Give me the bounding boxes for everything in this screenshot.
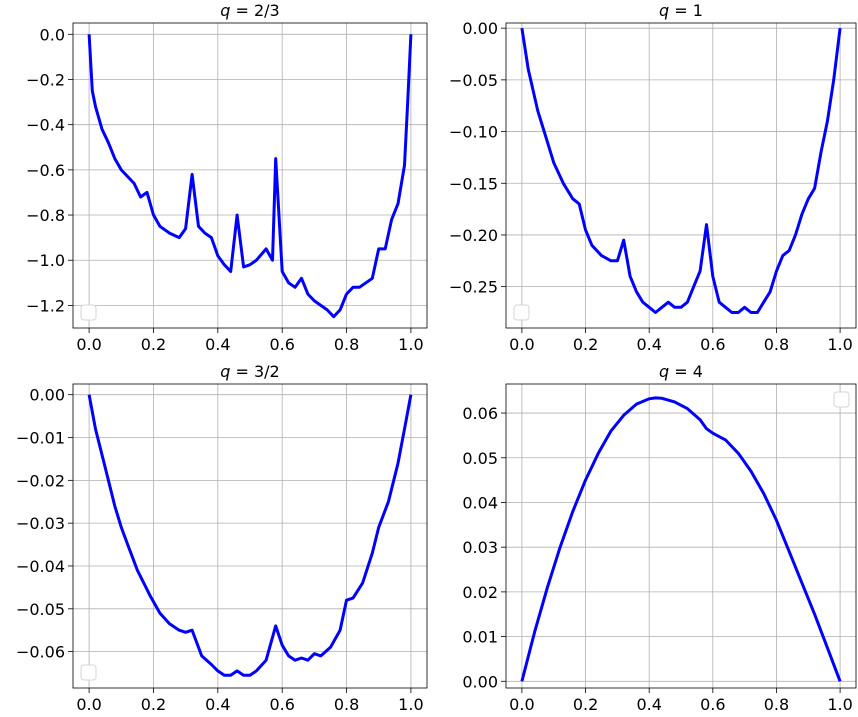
subplot-3: 0.0 0.2 0.4 0.6 0.8 1.0 0.00 −0.01 −0.02 −0.03 −0.… [16,362,428,714]
x-tick-label: 0.4 [636,335,661,354]
x-tick-label: 0.6 [269,695,294,714]
y-tick-label: −0.25 [449,278,498,297]
x-tick-label: 1.0 [827,695,852,714]
y-tick-label: 0.02 [462,583,498,602]
x-tick-label: 0.4 [205,335,230,354]
y-tick-label: 0.06 [462,404,498,423]
x-tick-label: 0.2 [141,695,166,714]
y-tick-label: −0.04 [16,557,65,576]
x-tick-label: 0.8 [764,335,789,354]
x-tick-label: 0.0 [509,335,534,354]
legend-box [80,304,97,321]
axes-frame [505,383,857,689]
y-tick-label: −0.4 [26,116,65,135]
y-tick-label: −0.10 [449,123,498,142]
y-tick-label: 0.04 [462,493,498,512]
x-tick-label: 1.0 [398,335,423,354]
x-tick-label: 1.0 [398,695,423,714]
axes-frame [72,22,428,329]
series-line [87,394,413,677]
legend-box [513,304,530,321]
y-tick-label: 0.00 [462,19,498,38]
y-tick-label: −0.2 [26,70,65,89]
y-tick-label: 0.00 [462,672,498,691]
y-tick-label: −0.8 [26,206,65,225]
y-tick-label: 0.00 [29,386,65,405]
x-tick-label: 0.2 [573,695,598,714]
x-tick-label: 0.8 [334,695,359,714]
x-tick-label: 0.0 [76,335,101,354]
y-tick-label: −0.20 [449,226,498,245]
y-tick-label: 0.03 [462,538,498,557]
subplot-1: 0.0 0.2 0.4 0.6 0.8 1.0 0.0 −0.2 −0.4 −0.6 −0.8 −1.… [26,1,428,354]
x-tick-label: 0.4 [636,695,661,714]
y-tick-label: −0.6 [26,161,65,180]
x-tick-label: 0.6 [269,335,294,354]
x-tick-label: 0.8 [334,335,359,354]
y-tick-label: 0.01 [462,628,498,647]
y-tick-label: 0.0 [40,25,65,44]
axes-frame [72,383,428,689]
subplot-title: q = 3/2 [220,362,279,381]
y-tick-label: −0.06 [16,643,65,662]
legend-box [833,391,850,408]
series-line [520,396,842,682]
x-tick-label: 0.6 [700,695,725,714]
subplot-title: q = 2/3 [220,1,279,20]
y-tick-label: −1.2 [26,296,65,315]
y-tick-label: −1.0 [26,251,65,270]
subplot-title: q = 1 [659,1,703,20]
y-tick-label: −0.03 [16,514,65,533]
x-tick-label: 0.6 [700,335,725,354]
y-tick-label: −0.15 [449,174,498,193]
x-tick-label: 0.0 [509,695,534,714]
x-tick-label: 1.0 [827,335,852,354]
x-tick-label: 0.8 [764,695,789,714]
subplot-2: 0.0 0.2 0.4 0.6 0.8 1.0 0.00 −0.05 −0.10 −0.15 −0.… [449,1,857,354]
x-tick-label: 0.2 [573,335,598,354]
x-tick-label: 0.0 [76,695,101,714]
y-tick-label: −0.05 [449,71,498,90]
series-line [87,34,413,319]
y-tick-label: 0.05 [462,449,498,468]
subplot-title: q = 4 [659,362,703,381]
legend-box [80,664,97,681]
series-line [520,27,842,314]
y-tick-label: −0.01 [16,429,65,448]
subplot-4: 0.0 0.2 0.4 0.6 0.8 1.0 0.00 0.01 0.02 0.03 0.04 0.… [462,362,857,714]
axes-frame [505,22,857,329]
x-tick-label: 0.2 [141,335,166,354]
y-tick-label: −0.02 [16,471,65,490]
x-tick-label: 0.4 [205,695,230,714]
y-tick-label: −0.05 [16,600,65,619]
